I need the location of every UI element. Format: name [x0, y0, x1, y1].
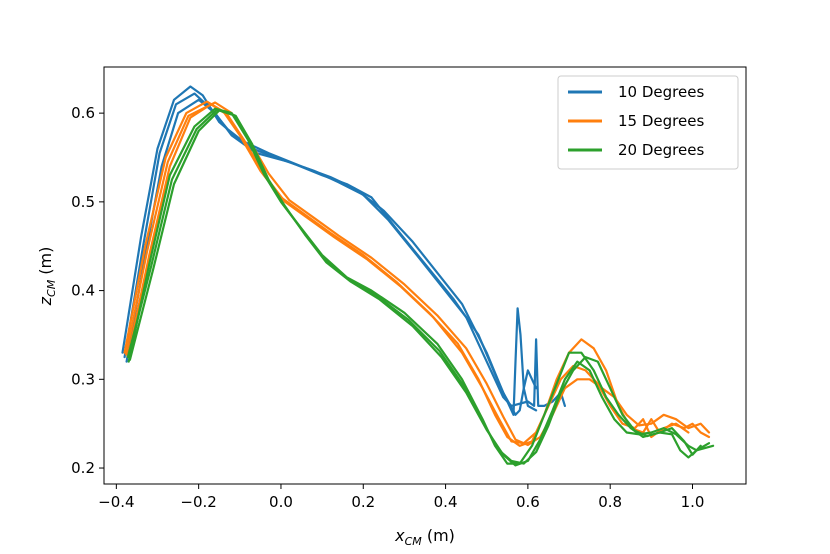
- plot-frame: [103, 66, 747, 485]
- y-tick-label: 0.4: [71, 282, 95, 300]
- y-tick-label: 0.6: [71, 104, 95, 122]
- x-axis: −0.4 −0.2 0.0 0.2 0.4 0.6 0.8 1.0: [98, 484, 704, 511]
- x-tick-label: 0.0: [269, 493, 293, 511]
- x-tick-label: 1.0: [681, 493, 705, 511]
- x-axis-label: xCM (m): [394, 526, 455, 548]
- x-tick-label: 0.4: [434, 493, 458, 511]
- legend: 10 Degrees 15 Degrees 20 Degrees: [557, 75, 739, 170]
- legend-label-15-degrees: 15 Degrees: [618, 112, 704, 130]
- x-tick-label: −0.2: [180, 493, 216, 511]
- series-1-trace-1: [121, 85, 538, 416]
- y-tick-label: 0.5: [71, 193, 95, 211]
- x-tick-label: 0.2: [351, 493, 375, 511]
- legend-label-20-degrees: 20 Degrees: [618, 141, 704, 159]
- series-1-trace-3: [123, 92, 567, 407]
- y-axis: 0.2 0.3 0.4 0.5 0.6: [71, 104, 104, 477]
- y-tick-label: 0.3: [71, 370, 95, 388]
- series-3-trace-3: [126, 108, 715, 465]
- x-tick-label: −0.4: [98, 493, 134, 511]
- y-tick-label: 0.2: [71, 459, 95, 477]
- x-tick-label: 0.8: [598, 493, 622, 511]
- x-tick-label: 0.6: [516, 493, 540, 511]
- y-axis-label: zCM (m): [36, 247, 58, 307]
- legend-label-10-degrees: 10 Degrees: [618, 83, 704, 101]
- legend-box: [557, 75, 739, 170]
- plot-traces: [121, 85, 715, 467]
